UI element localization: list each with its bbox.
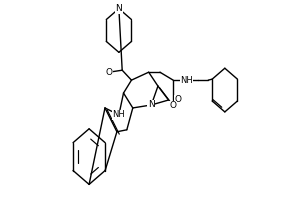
Text: O: O <box>170 101 177 110</box>
Text: NH: NH <box>112 110 125 119</box>
Text: N: N <box>148 100 155 109</box>
Text: N: N <box>116 4 122 13</box>
Text: NH: NH <box>180 76 193 85</box>
Text: O: O <box>106 68 112 77</box>
Text: O: O <box>174 95 181 104</box>
